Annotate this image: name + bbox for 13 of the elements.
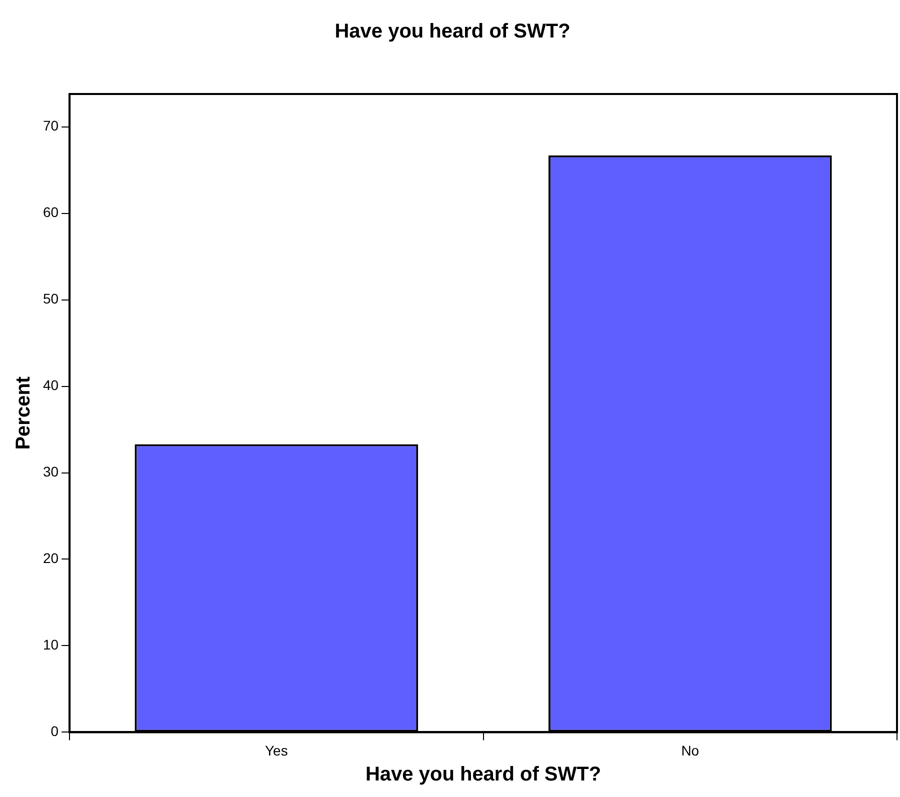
x-tick-label: No: [681, 742, 700, 758]
y-tick-label: 50: [42, 290, 59, 307]
y-axis-title: Percent: [12, 376, 35, 450]
chart-title: Have you heard of SWT?: [334, 20, 570, 43]
x-tick-label: Yes: [265, 742, 288, 758]
x-axis-title: Have you heard of SWT?: [365, 764, 602, 786]
y-tick-label: 40: [42, 377, 59, 394]
y-tick-label: 70: [42, 118, 59, 134]
y-tick-label: 60: [42, 204, 59, 220]
y-tick-label: 20: [42, 550, 59, 566]
y-tick-label: 10: [42, 636, 59, 653]
y-tick-label: 0: [50, 723, 59, 740]
y-tick-label: 30: [42, 464, 59, 480]
